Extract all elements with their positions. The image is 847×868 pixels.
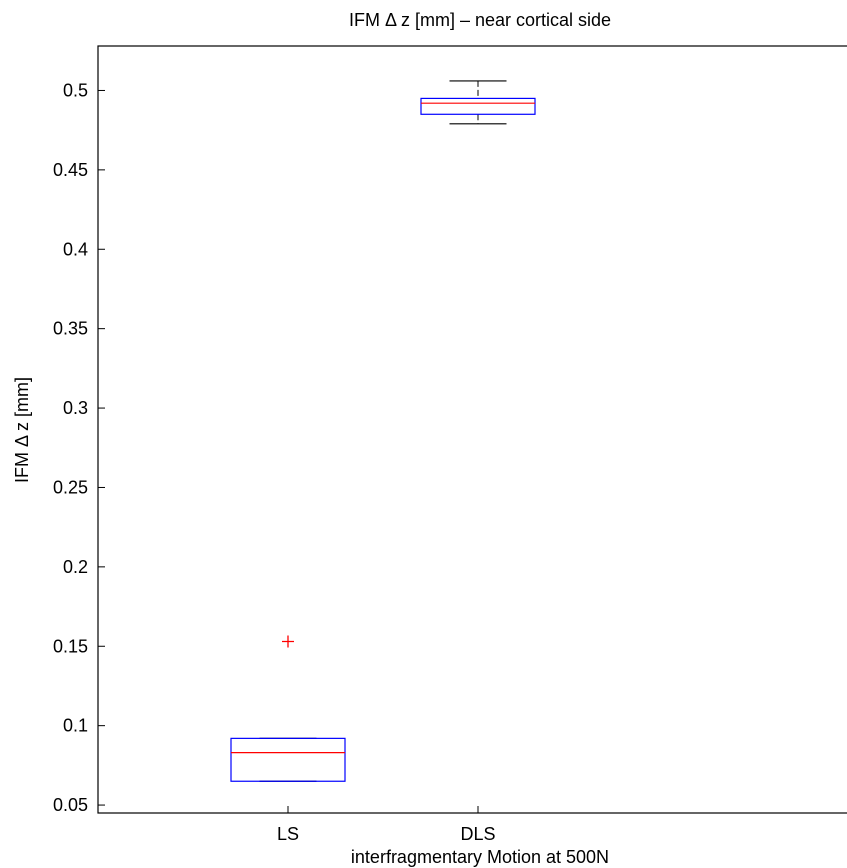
y-axis: 0.05 0.1 0.15 0.2 0.25 0.3 0.35 0.4 0.45 0.5 xyxy=(53,80,105,815)
box-dls xyxy=(420,80,536,125)
iqr-box xyxy=(420,97,536,115)
outlier-marker xyxy=(282,635,294,648)
chart-title: IFM Δ z [mm] – near cortical side xyxy=(349,10,611,30)
y-tick-label: 0.2 xyxy=(63,557,88,577)
boxes-layer xyxy=(230,80,536,782)
y-tick-label: 0.25 xyxy=(53,477,88,497)
y-axis-label: IFM Δ z [mm] xyxy=(12,377,32,483)
box-ls xyxy=(230,635,346,782)
y-tick-label: 0.45 xyxy=(53,160,88,180)
x-axis: LS DLS xyxy=(277,806,496,844)
y-tick-label: 0.35 xyxy=(53,319,88,339)
x-tick-label: LS xyxy=(277,824,299,844)
iqr-box xyxy=(230,737,346,782)
x-axis-label: interfragmentary Motion at 500N xyxy=(351,847,609,867)
y-tick-label: 0.4 xyxy=(63,239,88,259)
y-tick-label: 0.05 xyxy=(53,795,88,815)
y-tick-label: 0.3 xyxy=(63,398,88,418)
y-tick-label: 0.5 xyxy=(63,80,88,100)
plot-area-frame xyxy=(97,45,847,814)
y-tick-label: 0.1 xyxy=(63,716,88,736)
y-tick-label: 0.15 xyxy=(53,636,88,656)
x-tick-label: DLS xyxy=(460,824,495,844)
